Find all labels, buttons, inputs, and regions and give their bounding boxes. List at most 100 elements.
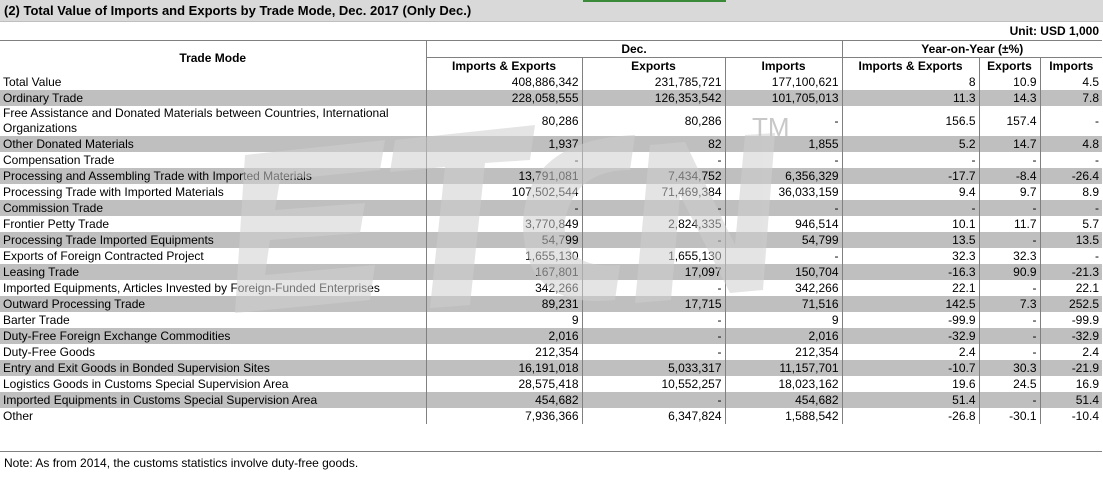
value-cell-yex: - bbox=[978, 312, 1041, 328]
table-row: Processing Trade Imported Equipments 54,7… bbox=[0, 232, 1103, 248]
value-cell-yie: 9.4 bbox=[841, 184, 980, 200]
value-cell-ex: 80,286 bbox=[581, 106, 725, 136]
title-accent-line bbox=[583, 0, 726, 2]
header-yoy-imports: Imports bbox=[1039, 57, 1103, 74]
value-cell-ex: 2,824,335 bbox=[581, 216, 725, 232]
table-row: Processing Trade with Imported Materials… bbox=[0, 184, 1103, 200]
trade-mode-cell: Imported Equipments in Customs Special S… bbox=[0, 392, 426, 408]
trade-mode-cell: Outward Processing Trade bbox=[0, 296, 426, 312]
trade-mode-cell: Frontier Petty Trade bbox=[3, 217, 110, 231]
value-cell-im: - bbox=[724, 106, 843, 136]
value-cell-ie: 107,502,544 bbox=[425, 184, 582, 200]
value-cell-im: 2,016 bbox=[724, 328, 843, 344]
trade-mode-cell: Barter Trade bbox=[3, 313, 70, 327]
trade-mode-cell: Processing Trade Imported Equipments bbox=[0, 232, 426, 248]
trade-mode-table: Trade Mode Dec. Year-on-Year (±%) Import… bbox=[0, 40, 1103, 424]
value-cell-ie: 2,016 bbox=[425, 328, 582, 344]
value-cell-im: 946,514 bbox=[724, 216, 843, 232]
value-cell-yim: 51.4 bbox=[1039, 392, 1103, 408]
value-cell-yim: 2.4 bbox=[1039, 344, 1103, 360]
table-row: Commission Trade - - - - - - bbox=[0, 200, 1103, 216]
value-cell-ex: - bbox=[581, 328, 725, 344]
value-cell-yex: 14.3 bbox=[978, 90, 1041, 106]
value-cell-yie: 13.5 bbox=[841, 232, 980, 248]
trade-mode-cell: Other Donated Materials bbox=[0, 136, 426, 152]
value-cell-yim: - bbox=[1039, 152, 1103, 168]
trade-mode-cell: Duty-Free Foreign Exchange Commodities bbox=[0, 328, 426, 344]
header-dec: Dec. bbox=[425, 40, 843, 58]
value-cell-ie: 89,231 bbox=[425, 296, 582, 312]
value-cell-yie: - bbox=[841, 200, 980, 216]
trade-mode-cell: Free Assistance and Donated Materials be… bbox=[3, 106, 389, 135]
value-cell-im: 6,356,329 bbox=[724, 168, 843, 184]
value-cell-yim: -99.9 bbox=[1039, 312, 1103, 328]
value-cell-ie: 1,937 bbox=[425, 136, 582, 152]
value-cell-ex: 6,347,824 bbox=[581, 408, 725, 424]
value-cell-yim: 8.9 bbox=[1039, 184, 1103, 200]
table-row: Leasing Trade 167,801 17,097 150,704 -16.3 90… bbox=[0, 264, 1103, 280]
value-cell-ex: - bbox=[581, 152, 725, 168]
trade-mode-cell: Exports of Foreign Contracted Project bbox=[3, 249, 204, 263]
value-cell-yie: 2.4 bbox=[841, 344, 980, 360]
value-cell-yim: -21.3 bbox=[1039, 264, 1103, 280]
value-cell-yim: -26.4 bbox=[1039, 168, 1103, 184]
value-cell-yex: 7.3 bbox=[978, 296, 1041, 312]
value-cell-im: 11,157,701 bbox=[724, 360, 843, 376]
value-cell-yex: - bbox=[978, 392, 1041, 408]
value-cell-ie: 342,266 bbox=[425, 280, 582, 296]
value-cell-ex: 7,434,752 bbox=[581, 168, 725, 184]
value-cell-im: 150,704 bbox=[724, 264, 843, 280]
value-cell-ie: 80,286 bbox=[425, 106, 582, 136]
value-cell-ex: 231,785,721 bbox=[581, 74, 725, 90]
table-row: Imported Equipments in Customs Special S… bbox=[0, 392, 1103, 408]
value-cell-im: - bbox=[724, 248, 843, 264]
table-row: Duty-Free Foreign Exchange Commodities 2,… bbox=[0, 328, 1103, 344]
value-cell-yex: - bbox=[978, 152, 1041, 168]
value-cell-yim: 22.1 bbox=[1039, 280, 1103, 296]
value-cell-im: 1,588,542 bbox=[724, 408, 843, 424]
value-cell-ex: 1,655,130 bbox=[581, 248, 725, 264]
value-cell-ex: 5,033,317 bbox=[581, 360, 725, 376]
value-cell-yex: -30.1 bbox=[978, 408, 1041, 424]
value-cell-im: 36,033,159 bbox=[724, 184, 843, 200]
value-cell-yex: 14.7 bbox=[978, 136, 1041, 152]
value-cell-im: 177,100,621 bbox=[724, 74, 843, 90]
value-cell-yim: - bbox=[1039, 106, 1103, 136]
value-cell-im: 9 bbox=[724, 312, 843, 328]
trade-mode-cell: Leasing Trade bbox=[0, 264, 426, 280]
value-cell-yie: -17.7 bbox=[841, 168, 980, 184]
trade-mode-cell: Processing and Assembling Trade with Imp… bbox=[0, 168, 426, 184]
trademark-symbol: TM bbox=[752, 112, 790, 142]
value-cell-im: - bbox=[724, 200, 843, 216]
value-cell-ie: 16,191,018 bbox=[425, 360, 582, 376]
value-cell-ex: - bbox=[581, 280, 725, 296]
value-cell-ie: 54,799 bbox=[425, 232, 582, 248]
value-cell-ie: 167,801 bbox=[425, 264, 582, 280]
header-yoy-imports-exports: Imports & Exports bbox=[841, 57, 980, 74]
value-cell-yex: -8.4 bbox=[978, 168, 1041, 184]
value-cell-ie: 7,936,366 bbox=[425, 408, 582, 424]
trade-mode-cell: Other bbox=[3, 409, 34, 423]
value-cell-yie: 19.6 bbox=[841, 376, 980, 392]
trade-mode-cell: Total Value bbox=[3, 75, 62, 89]
value-cell-yie: 10.1 bbox=[841, 216, 980, 232]
value-cell-ie: 9 bbox=[425, 312, 582, 328]
value-cell-ex: 10,552,257 bbox=[581, 376, 725, 392]
table-row: Imported Equipments, Articles Invested b… bbox=[0, 280, 1103, 296]
value-cell-ex: - bbox=[581, 312, 725, 328]
value-cell-ie: 408,886,342 bbox=[425, 74, 582, 90]
trade-mode-cell: Commission Trade bbox=[0, 200, 426, 216]
table-row: Other 7,936,366 6,347,824 1,588,542 -26.8 -30… bbox=[0, 408, 1103, 424]
value-cell-yie: 51.4 bbox=[841, 392, 980, 408]
value-cell-yim: 5.7 bbox=[1039, 216, 1103, 232]
table-title: (2) Total Value of Imports and Exports b… bbox=[4, 3, 472, 18]
value-cell-ex: - bbox=[581, 344, 725, 360]
value-cell-yex: - bbox=[978, 280, 1041, 296]
value-cell-yie: -16.3 bbox=[841, 264, 980, 280]
value-cell-ie: - bbox=[425, 152, 582, 168]
table-row: Exports of Foreign Contracted Project 1,6… bbox=[0, 248, 1103, 264]
value-cell-ex: 126,353,542 bbox=[581, 90, 725, 106]
trade-mode-cell: Ordinary Trade bbox=[0, 90, 426, 106]
value-cell-im: 71,516 bbox=[724, 296, 843, 312]
trade-mode-cell: Processing Trade with Imported Materials bbox=[3, 185, 224, 199]
